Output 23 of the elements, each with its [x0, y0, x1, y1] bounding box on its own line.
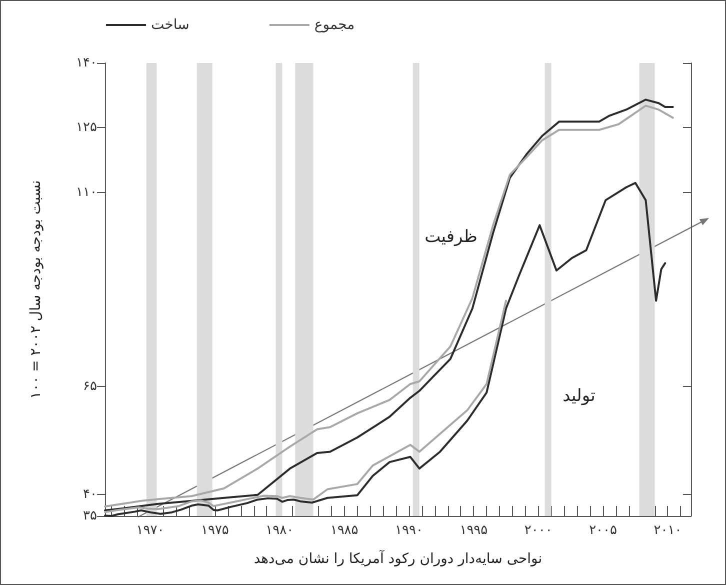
x-axis-title: نواحی سایه‌دار دوران رکود آمریکا را نشان می‌دهد [254, 549, 542, 567]
x-tick-label: ۲۰۱۰ [654, 523, 682, 538]
x-tick-label: ۱۹۷۵ [200, 523, 229, 538]
y-tick-label: ۶۵ [83, 379, 98, 394]
line-series [104, 182, 666, 517]
y-tick-label: ۳۵ [83, 508, 98, 524]
x-tick-label: ۱۹۸۵ [330, 523, 358, 538]
y-axis-title: نسبت بودجه بودجه سال ۲۰۰۲ = ۱۰۰ [28, 180, 44, 399]
legend-label: مجموع [314, 17, 355, 33]
annotation: تولید [562, 386, 596, 406]
x-tick-label: ۱۹۸۰ [266, 523, 294, 538]
line-series [104, 300, 508, 514]
x-tick-label: ۲۰۰۵ [589, 523, 618, 538]
y-tick-label: ۱۱۰ [76, 184, 97, 200]
y-tick-label: ۴۰ [83, 486, 97, 502]
x-tick-label: ۲۰۰۰ [524, 523, 552, 538]
legend-label: ساخت [151, 17, 190, 33]
x-tick-label: ۱۹۹۵ [460, 523, 488, 538]
x-tick-label: ۱۹۷۰ [136, 523, 164, 538]
x-tick-label: ۱۹۹۰ [395, 523, 423, 538]
y-tick-label: ۱۴۰ [76, 56, 97, 70]
annotation: ظرفیت [424, 227, 478, 247]
y-tick-label: ۱۲۵ [76, 120, 98, 136]
